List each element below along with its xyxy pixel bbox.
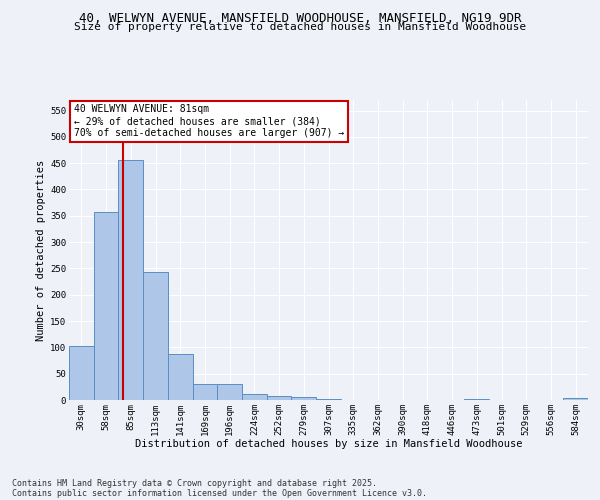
Bar [193,384,217,400]
X-axis label: Distribution of detached houses by size in Mansfield Woodhouse: Distribution of detached houses by size … [135,439,522,449]
Bar [168,354,193,400]
Text: Size of property relative to detached houses in Mansfield Woodhouse: Size of property relative to detached ho… [74,22,526,32]
Bar [118,160,143,400]
Bar [316,399,341,400]
Bar [143,272,168,400]
Bar [563,398,588,400]
Y-axis label: Number of detached properties: Number of detached properties [36,160,46,340]
Bar [217,384,242,400]
Bar [464,399,489,400]
Text: 40 WELWYN AVENUE: 81sqm
← 29% of detached houses are smaller (384)
70% of semi-d: 40 WELWYN AVENUE: 81sqm ← 29% of detache… [74,104,344,138]
Text: Contains HM Land Registry data © Crown copyright and database right 2025.
Contai: Contains HM Land Registry data © Crown c… [12,479,427,498]
Bar [69,346,94,400]
Bar [267,396,292,400]
Text: 40, WELWYN AVENUE, MANSFIELD WOODHOUSE, MANSFIELD, NG19 9DR: 40, WELWYN AVENUE, MANSFIELD WOODHOUSE, … [79,12,521,26]
Bar [292,398,316,400]
Bar [94,212,118,400]
Bar [242,394,267,400]
